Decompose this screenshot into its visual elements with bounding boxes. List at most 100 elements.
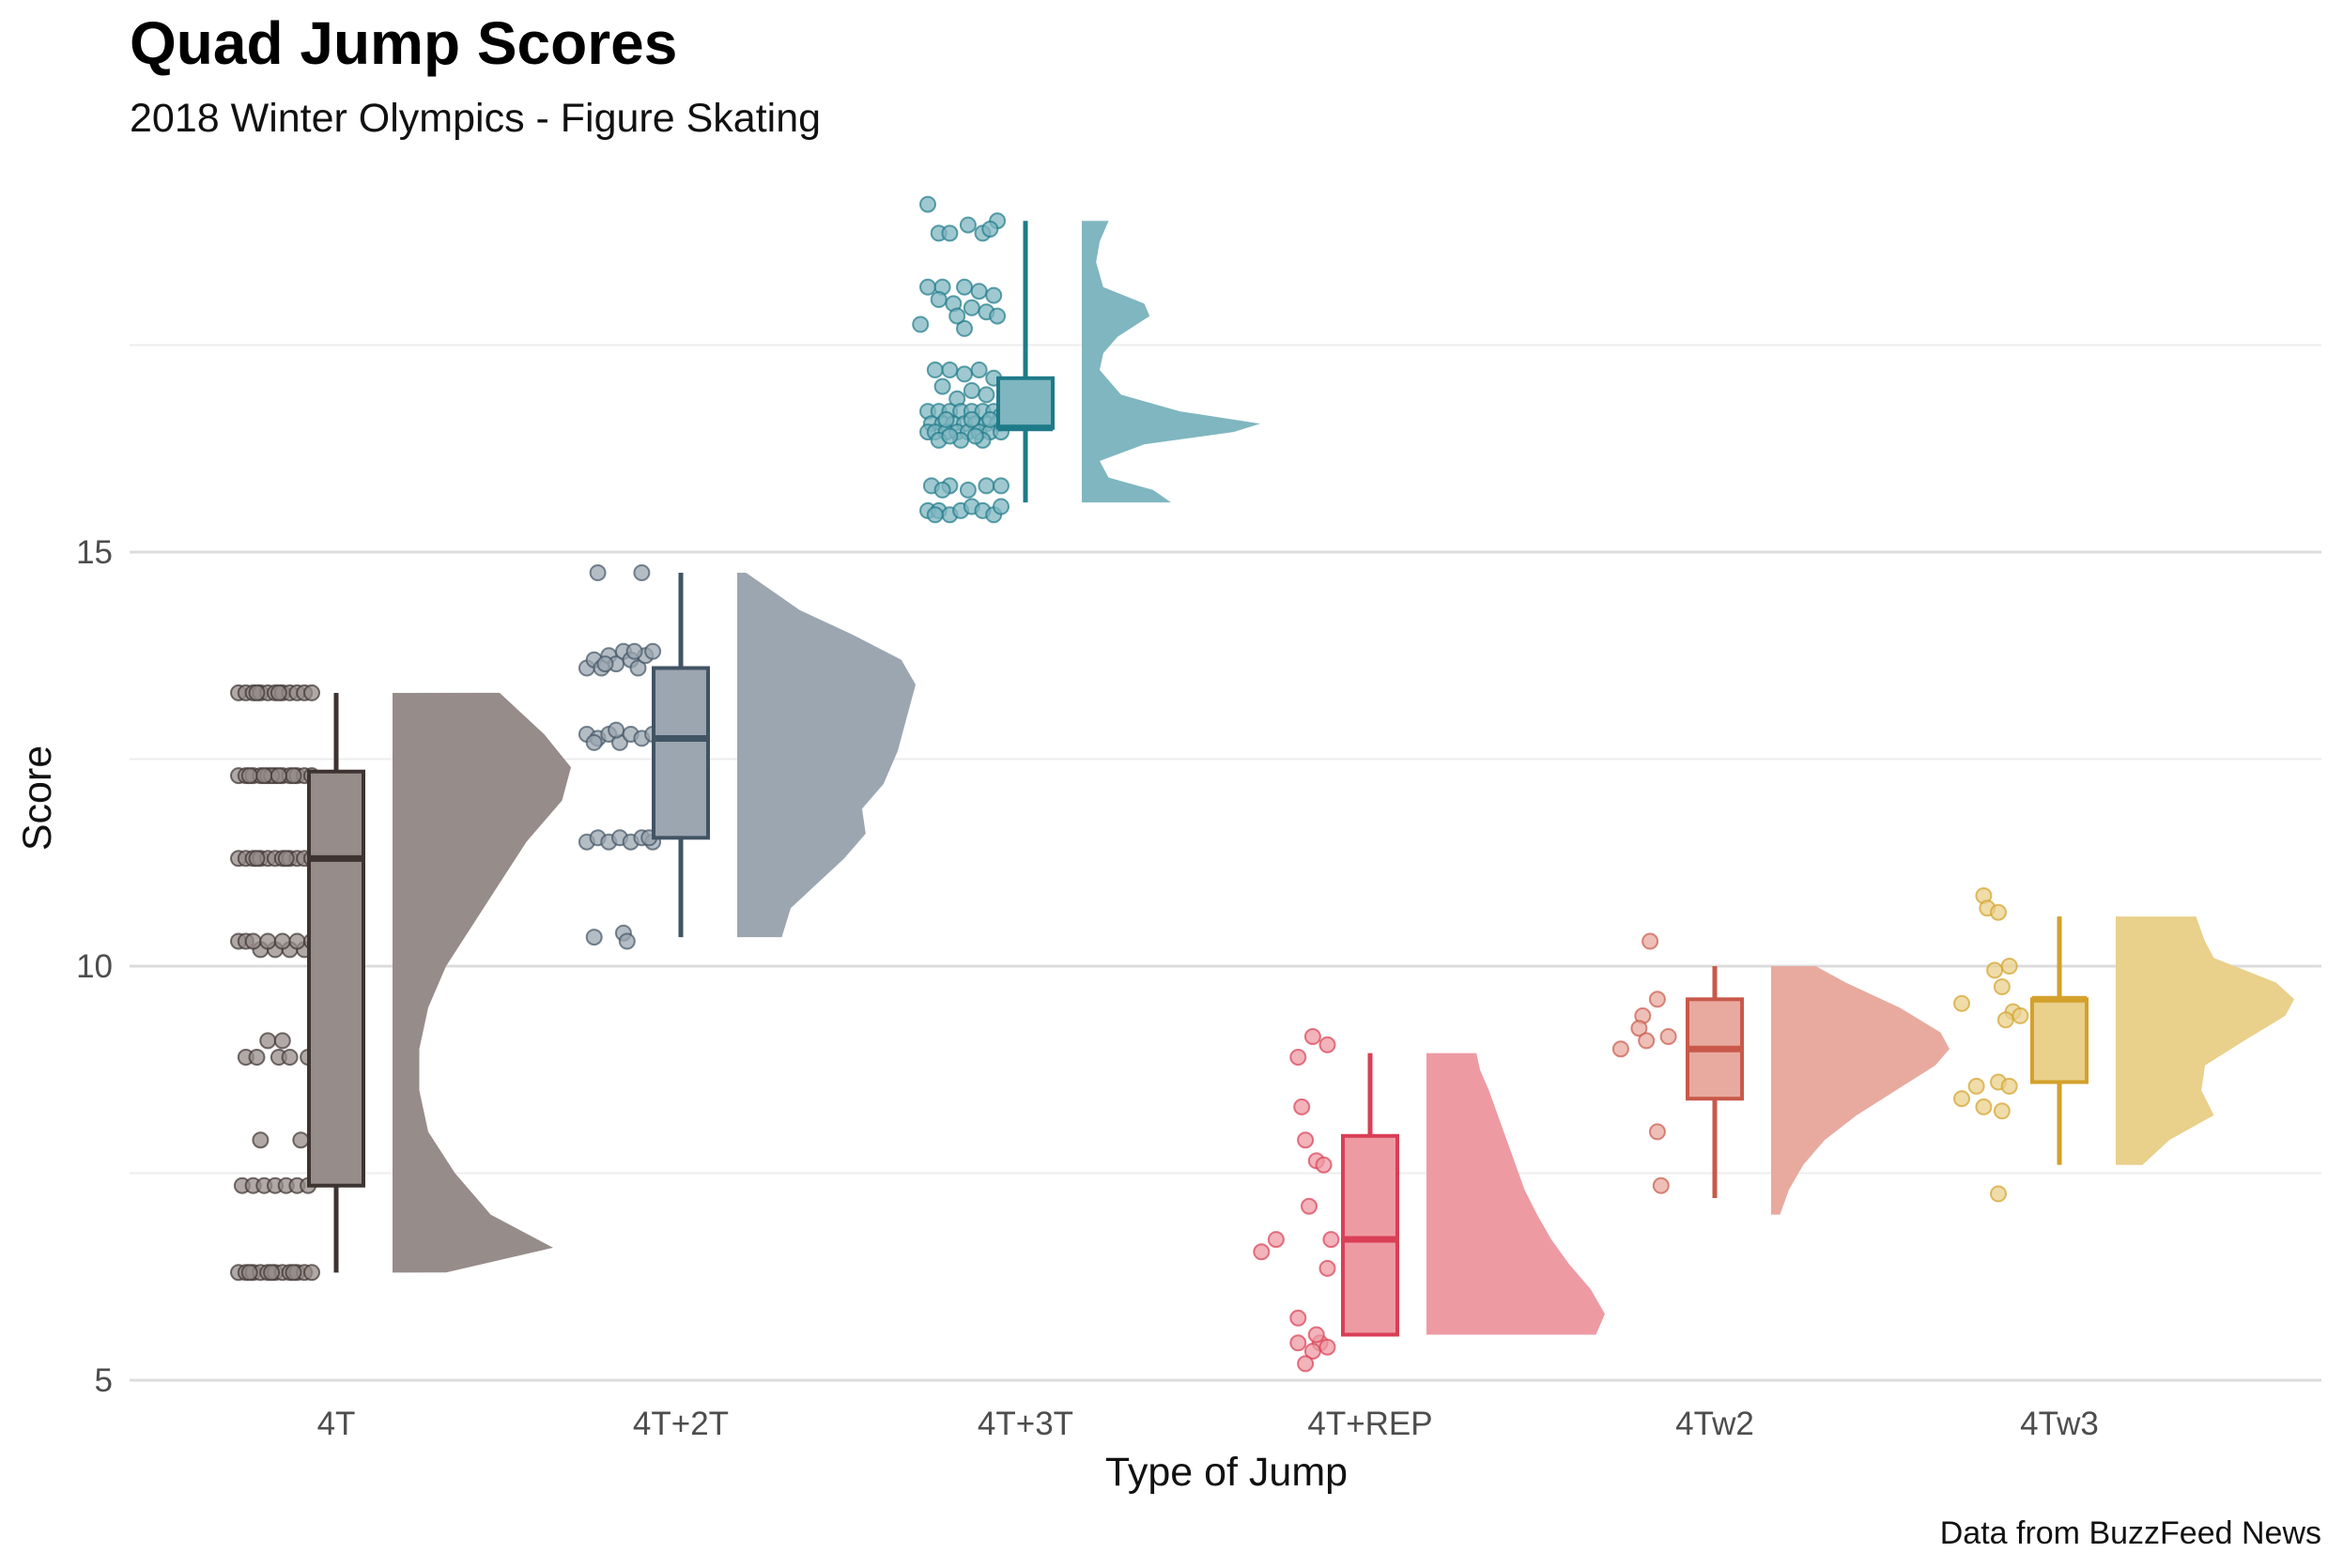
data-point <box>585 733 603 751</box>
density-cloud <box>1426 1053 1605 1335</box>
data-point <box>248 850 266 868</box>
data-point <box>919 195 936 213</box>
data-point <box>255 767 273 785</box>
data-point <box>259 932 277 950</box>
data-point <box>959 481 977 499</box>
group-4t-3t <box>912 195 1260 524</box>
data-point <box>1318 1338 1336 1356</box>
data-point <box>937 410 955 428</box>
data-point <box>303 1264 320 1282</box>
data-point <box>1289 1309 1307 1327</box>
data-point <box>1297 1355 1315 1373</box>
data-point <box>1990 903 2007 921</box>
x-axis: 4T 4T+2T 4T+3T 4T+REP 4Tw2 4Tw3 <box>317 1406 2099 1442</box>
data-point <box>277 850 295 868</box>
y-axis-title: Score <box>15 746 60 851</box>
data-point <box>263 1264 281 1282</box>
data-point <box>1303 1028 1321 1045</box>
y-axis: 5 10 15 <box>76 534 113 1399</box>
data-point <box>1642 932 1659 950</box>
y-tick-label: 10 <box>76 948 113 985</box>
data-point <box>963 410 980 428</box>
group-4t-2t <box>578 564 916 950</box>
x-tick-label: 4Tw3 <box>2020 1406 2099 1442</box>
x-tick-label: 4T <box>317 1406 356 1442</box>
data-point <box>2012 1007 2029 1024</box>
data-point <box>292 1131 310 1149</box>
data-point <box>1289 1334 1307 1352</box>
data-point <box>1253 1243 1271 1261</box>
data-point <box>244 932 262 950</box>
group-4t-rep <box>1253 1028 1605 1373</box>
data-point <box>941 224 959 242</box>
group-4tw2 <box>1611 932 1950 1215</box>
data-point <box>589 564 607 581</box>
data-point <box>1975 1098 1993 1115</box>
data-point <box>970 361 988 378</box>
data-point <box>240 1264 258 1282</box>
data-point <box>970 283 988 300</box>
y-tick-label: 5 <box>95 1362 113 1399</box>
data-point <box>912 315 930 333</box>
data-point <box>1318 1259 1336 1277</box>
data-point <box>1318 1036 1336 1053</box>
data-point <box>1990 1185 2007 1203</box>
data-point <box>270 684 287 701</box>
data-point <box>608 721 625 739</box>
data-point <box>618 932 636 950</box>
box-iqr <box>307 769 365 1188</box>
density-cloud <box>737 573 916 938</box>
data-point <box>930 291 948 308</box>
y-tick-label: 15 <box>76 534 113 571</box>
data-point <box>1289 1049 1307 1066</box>
chart-subtitle: 2018 Winter Olympics - Figure Skating <box>130 96 821 141</box>
data-point <box>2000 1077 2018 1095</box>
data-point <box>1996 1011 2014 1029</box>
data-point <box>270 767 287 785</box>
density-cloud <box>1771 966 1950 1215</box>
x-tick-label: 4T+3T <box>978 1406 1073 1442</box>
density-cloud <box>1082 221 1260 503</box>
data-point <box>2000 958 2018 975</box>
data-point <box>981 221 999 238</box>
data-point <box>919 278 936 296</box>
data-point <box>941 361 959 378</box>
data-point <box>248 1049 266 1066</box>
data-point <box>259 1032 277 1050</box>
data-point <box>1301 1197 1318 1215</box>
data-point <box>1953 994 1970 1012</box>
data-point <box>933 481 951 499</box>
data-point <box>240 767 258 785</box>
data-point <box>993 498 1010 515</box>
data-point <box>288 932 306 950</box>
box-iqr <box>1341 1133 1399 1337</box>
data-point <box>959 216 977 234</box>
data-point <box>993 477 1010 495</box>
data-point <box>941 427 959 445</box>
chart-title: Quad Jump Scores <box>130 9 677 77</box>
data-point <box>285 767 302 785</box>
data-point <box>978 477 995 495</box>
group-4tw3 <box>1953 887 2294 1203</box>
data-point <box>1611 1040 1629 1058</box>
data-point <box>585 929 603 946</box>
data-point <box>1297 1131 1315 1149</box>
data-point <box>926 361 944 378</box>
data-point <box>1315 1156 1333 1174</box>
density-cloud <box>2116 916 2294 1165</box>
data-point <box>644 642 662 660</box>
data-point <box>956 319 973 337</box>
data-point <box>989 307 1007 325</box>
data-point <box>625 642 643 660</box>
data-point <box>1993 978 2011 995</box>
box-iqr <box>2030 997 2089 1084</box>
data-point <box>1953 1090 1970 1108</box>
data-point <box>596 655 614 673</box>
data-point <box>948 307 966 325</box>
data-point <box>1307 1326 1325 1344</box>
data-point <box>1293 1098 1311 1115</box>
data-point <box>933 377 951 395</box>
data-point <box>1267 1231 1285 1249</box>
data-point <box>1986 961 2004 979</box>
